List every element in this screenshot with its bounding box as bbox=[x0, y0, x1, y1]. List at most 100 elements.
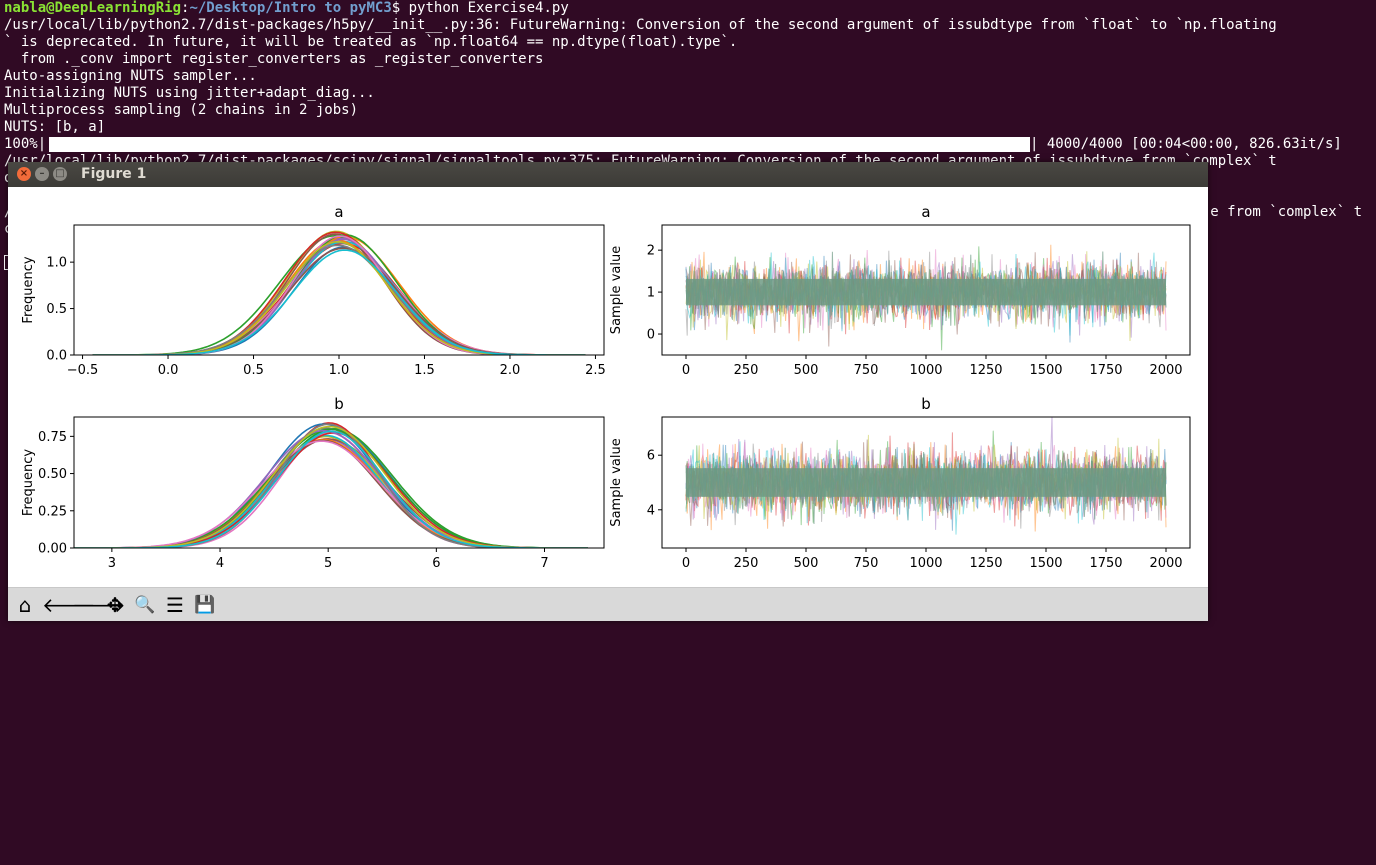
x-tick-label: 0.0 bbox=[158, 363, 179, 378]
prompt-separator: : bbox=[181, 0, 190, 16]
home-icon[interactable]: ⌂ bbox=[18, 593, 32, 617]
kde-series-line bbox=[92, 247, 586, 355]
minimize-icon[interactable]: – bbox=[35, 167, 49, 181]
x-tick-label: 1750 bbox=[1089, 556, 1122, 571]
chart-title: b bbox=[921, 395, 931, 413]
x-tick-label: 750 bbox=[854, 363, 879, 378]
x-tick-label: 1250 bbox=[969, 556, 1002, 571]
x-tick-label: 0 bbox=[682, 556, 690, 571]
axes-frame bbox=[73, 416, 605, 549]
kde-series-line bbox=[92, 244, 586, 355]
x-tick-label: 0 bbox=[682, 363, 690, 378]
kde-series-line bbox=[92, 235, 586, 355]
x-tick-label: 7 bbox=[540, 556, 548, 571]
kde-series-line bbox=[92, 240, 586, 355]
x-tick-label: 3 bbox=[108, 556, 116, 571]
terminal-command: python Exercise4.py bbox=[408, 0, 569, 16]
kde-series-line bbox=[74, 430, 588, 548]
configure-subplots-icon[interactable]: ☰ bbox=[166, 593, 184, 617]
kde-series-line bbox=[92, 246, 586, 355]
y-tick-label: 0.5 bbox=[46, 302, 67, 317]
prompt-symbol: $ bbox=[391, 0, 409, 16]
y-axis-label: Sample value bbox=[609, 438, 624, 526]
prompt-user: nabla@DeepLearningRig bbox=[4, 0, 182, 16]
x-tick-label: 6 bbox=[432, 556, 440, 571]
x-tick-label: 1500 bbox=[1029, 556, 1062, 571]
trace-overlay-line bbox=[685, 447, 1167, 525]
forward-arrow-icon[interactable]: 🡒 bbox=[72, 593, 126, 617]
kde-series-line bbox=[92, 233, 586, 355]
close-icon[interactable]: × bbox=[17, 167, 31, 181]
y-tick-label: 2 bbox=[647, 244, 655, 259]
kde-series-line bbox=[74, 440, 588, 548]
y-tick-label: 0 bbox=[647, 328, 655, 343]
x-tick-label: 2.5 bbox=[585, 363, 606, 378]
x-tick-label: 2000 bbox=[1149, 363, 1182, 378]
progress-stats: | 4000/4000 [00:04<00:00, 826.63it/s] bbox=[1030, 136, 1342, 152]
window-title: Figure 1 bbox=[81, 166, 147, 182]
terminal-line: Multiprocess sampling (2 chains in 2 job… bbox=[4, 102, 359, 118]
pan-icon[interactable]: ✥ bbox=[106, 593, 124, 617]
terminal-line: from ._conv import register_converters a… bbox=[4, 51, 544, 67]
terminal-line: ` is deprecated. In future, it will be t… bbox=[4, 34, 738, 50]
zoom-icon[interactable]: 🔍 bbox=[134, 595, 156, 615]
terminal-line: NUTS: [b, a] bbox=[4, 119, 106, 135]
kde-series-line bbox=[74, 425, 588, 548]
chart-title: b bbox=[334, 395, 344, 413]
y-tick-label: 0.25 bbox=[38, 504, 67, 519]
kde-series-line bbox=[92, 235, 586, 355]
y-axis-label: Frequency bbox=[21, 256, 36, 323]
x-tick-label: 2.0 bbox=[500, 363, 521, 378]
kde-series-line bbox=[74, 438, 588, 548]
matplotlib-figure-window[interactable]: × – □ Figure 1 a Frequency −0.5 0.0 0.5 1.0 1.… bbox=[8, 162, 1208, 621]
x-tick-label: 1.5 bbox=[414, 363, 435, 378]
plot-area bbox=[92, 230, 586, 355]
kde-series-line bbox=[74, 432, 588, 548]
kde-series-line bbox=[74, 439, 588, 548]
window-titlebar[interactable]: × – □ Figure 1 bbox=[8, 162, 1208, 187]
figure-canvas[interactable]: a Frequency −0.5 0.0 0.5 1.0 1.5 2.0 2.5 0.0 0.5 1.… bbox=[8, 187, 1208, 587]
save-icon[interactable]: 💾 bbox=[194, 595, 216, 615]
x-tick-label: 4 bbox=[216, 556, 224, 571]
back-arrow-icon[interactable]: 🡐 bbox=[42, 593, 96, 617]
x-tick-label: 250 bbox=[734, 556, 759, 571]
kde-series-line bbox=[74, 438, 588, 548]
x-tick-label: 750 bbox=[854, 556, 879, 571]
kde-series-line bbox=[92, 238, 586, 355]
kde-series-line bbox=[92, 239, 586, 355]
kde-series-line bbox=[74, 435, 588, 548]
x-tick-label: 1000 bbox=[909, 556, 942, 571]
kde-series-line bbox=[74, 427, 588, 548]
terminal-fragment-right: e from `complex` t bbox=[1210, 204, 1362, 220]
x-tick-label: 1250 bbox=[969, 363, 1002, 378]
kde-series-line bbox=[92, 247, 586, 355]
progress-percent: 100%| bbox=[4, 136, 47, 152]
maximize-icon[interactable]: □ bbox=[53, 167, 67, 181]
kde-series-line bbox=[92, 234, 586, 355]
plot-area bbox=[685, 417, 1167, 535]
chart-title: a bbox=[921, 203, 930, 221]
kde-series-line bbox=[74, 431, 588, 548]
kde-series-line bbox=[92, 240, 586, 355]
y-axis-label: Frequency bbox=[21, 449, 36, 516]
y-tick-label: 0.75 bbox=[38, 430, 67, 445]
y-tick-label: 0.0 bbox=[46, 349, 67, 364]
y-tick-label: 6 bbox=[647, 449, 655, 464]
x-tick-label: 500 bbox=[794, 556, 819, 571]
plot-area bbox=[685, 244, 1167, 351]
kde-series-line bbox=[74, 438, 588, 548]
prompt-path: ~/Desktop/Intro to pyMC3 bbox=[189, 0, 392, 16]
kde-series-line bbox=[74, 434, 588, 548]
y-tick-label: 1 bbox=[647, 286, 655, 301]
kde-series-line bbox=[92, 242, 586, 355]
x-tick-label: 1000 bbox=[909, 363, 942, 378]
kde-series-line bbox=[74, 428, 588, 548]
y-tick-label: 0.50 bbox=[38, 467, 67, 482]
kde-series-line bbox=[74, 427, 588, 548]
kde-series-line bbox=[74, 438, 588, 548]
kde-series-line bbox=[92, 236, 586, 355]
x-tick-label: 0.5 bbox=[243, 363, 264, 378]
x-tick-label: 2000 bbox=[1149, 556, 1182, 571]
terminal-line: Initializing NUTS using jitter+adapt_dia… bbox=[4, 85, 375, 101]
